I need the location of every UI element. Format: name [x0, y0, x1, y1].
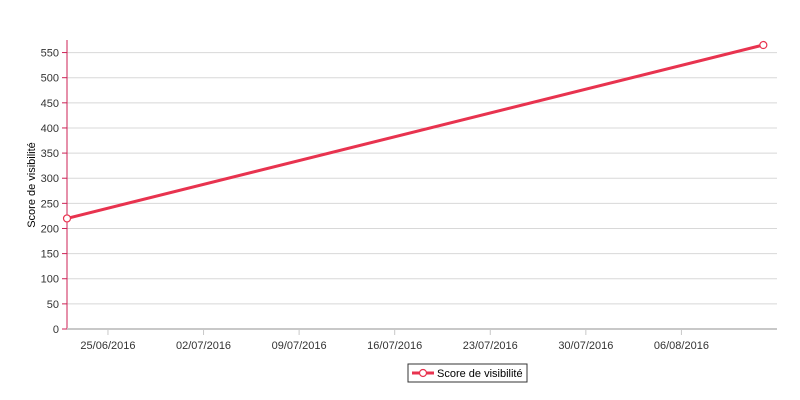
- x-tick-label: 25/06/2016: [80, 340, 135, 352]
- x-tick-label: 16/07/2016: [367, 340, 422, 352]
- y-tick-label: 400: [41, 123, 59, 135]
- y-tick-label: 150: [41, 249, 59, 261]
- legend[interactable]: Score de visibilité: [407, 363, 528, 383]
- y-tick-label: 200: [41, 223, 59, 235]
- y-axis-title: Score de visibilité: [26, 142, 38, 228]
- legend-box: [407, 363, 528, 383]
- x-tick-label: 23/07/2016: [463, 340, 518, 352]
- legend-label: Score de visibilité: [437, 368, 523, 380]
- y-tick-label: 250: [41, 198, 59, 210]
- data-point[interactable]: [759, 40, 768, 50]
- x-tick-label: 06/08/2016: [654, 340, 709, 352]
- y-tick-label: 0: [53, 324, 59, 336]
- legend-swatch-marker: [418, 368, 428, 378]
- y-tick-label: 50: [47, 299, 59, 311]
- x-tick-label: 09/07/2016: [272, 340, 327, 352]
- y-tick-label: 500: [41, 73, 59, 85]
- y-tick-label: 450: [41, 98, 59, 110]
- y-tick-label: 350: [41, 148, 59, 160]
- x-tick-label: 30/07/2016: [558, 340, 613, 352]
- data-point[interactable]: [62, 214, 72, 223]
- y-tick-label: 550: [41, 48, 59, 60]
- grid-layer: [67, 52, 777, 305]
- axis-layer: 0 50 100 150 200 250 300 350 400 450 500 550 25/06/2…: [41, 40, 777, 352]
- y-tick-label: 300: [41, 173, 59, 185]
- series-line: [65, 43, 765, 220]
- series-layer: [62, 40, 768, 223]
- y-tick-label: 100: [41, 274, 59, 286]
- x-tick-label: 02/07/2016: [176, 340, 231, 352]
